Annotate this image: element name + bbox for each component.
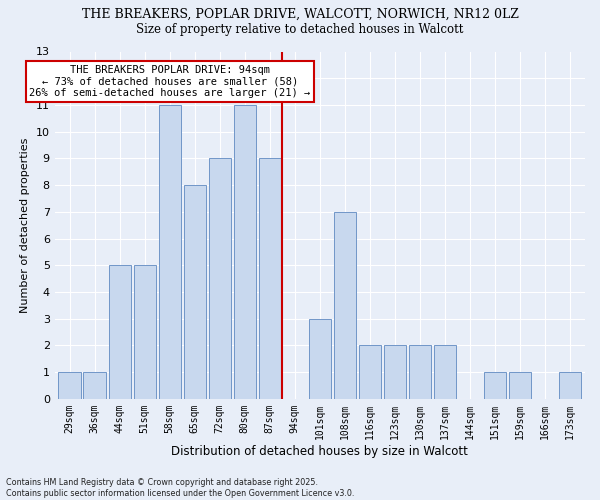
X-axis label: Distribution of detached houses by size in Walcott: Distribution of detached houses by size … [172, 444, 469, 458]
Bar [233, 105, 256, 399]
Bar [308, 318, 331, 399]
Text: THE BREAKERS POPLAR DRIVE: 94sqm
← 73% of detached houses are smaller (58)
26% o: THE BREAKERS POPLAR DRIVE: 94sqm ← 73% o… [29, 65, 310, 98]
Text: Size of property relative to detached houses in Walcott: Size of property relative to detached ho… [136, 22, 464, 36]
Bar [259, 158, 281, 399]
Y-axis label: Number of detached properties: Number of detached properties [20, 138, 30, 313]
Bar [184, 185, 206, 399]
Bar [484, 372, 506, 399]
Bar [209, 158, 231, 399]
Bar [158, 105, 181, 399]
Bar [334, 212, 356, 399]
Bar [559, 372, 581, 399]
Bar [359, 346, 381, 399]
Bar [409, 346, 431, 399]
Bar [509, 372, 531, 399]
Bar [134, 265, 156, 399]
Bar [109, 265, 131, 399]
Bar [434, 346, 456, 399]
Text: THE BREAKERS, POPLAR DRIVE, WALCOTT, NORWICH, NR12 0LZ: THE BREAKERS, POPLAR DRIVE, WALCOTT, NOR… [82, 8, 518, 20]
Bar [383, 346, 406, 399]
Bar [58, 372, 81, 399]
Text: Contains HM Land Registry data © Crown copyright and database right 2025.
Contai: Contains HM Land Registry data © Crown c… [6, 478, 355, 498]
Bar [83, 372, 106, 399]
